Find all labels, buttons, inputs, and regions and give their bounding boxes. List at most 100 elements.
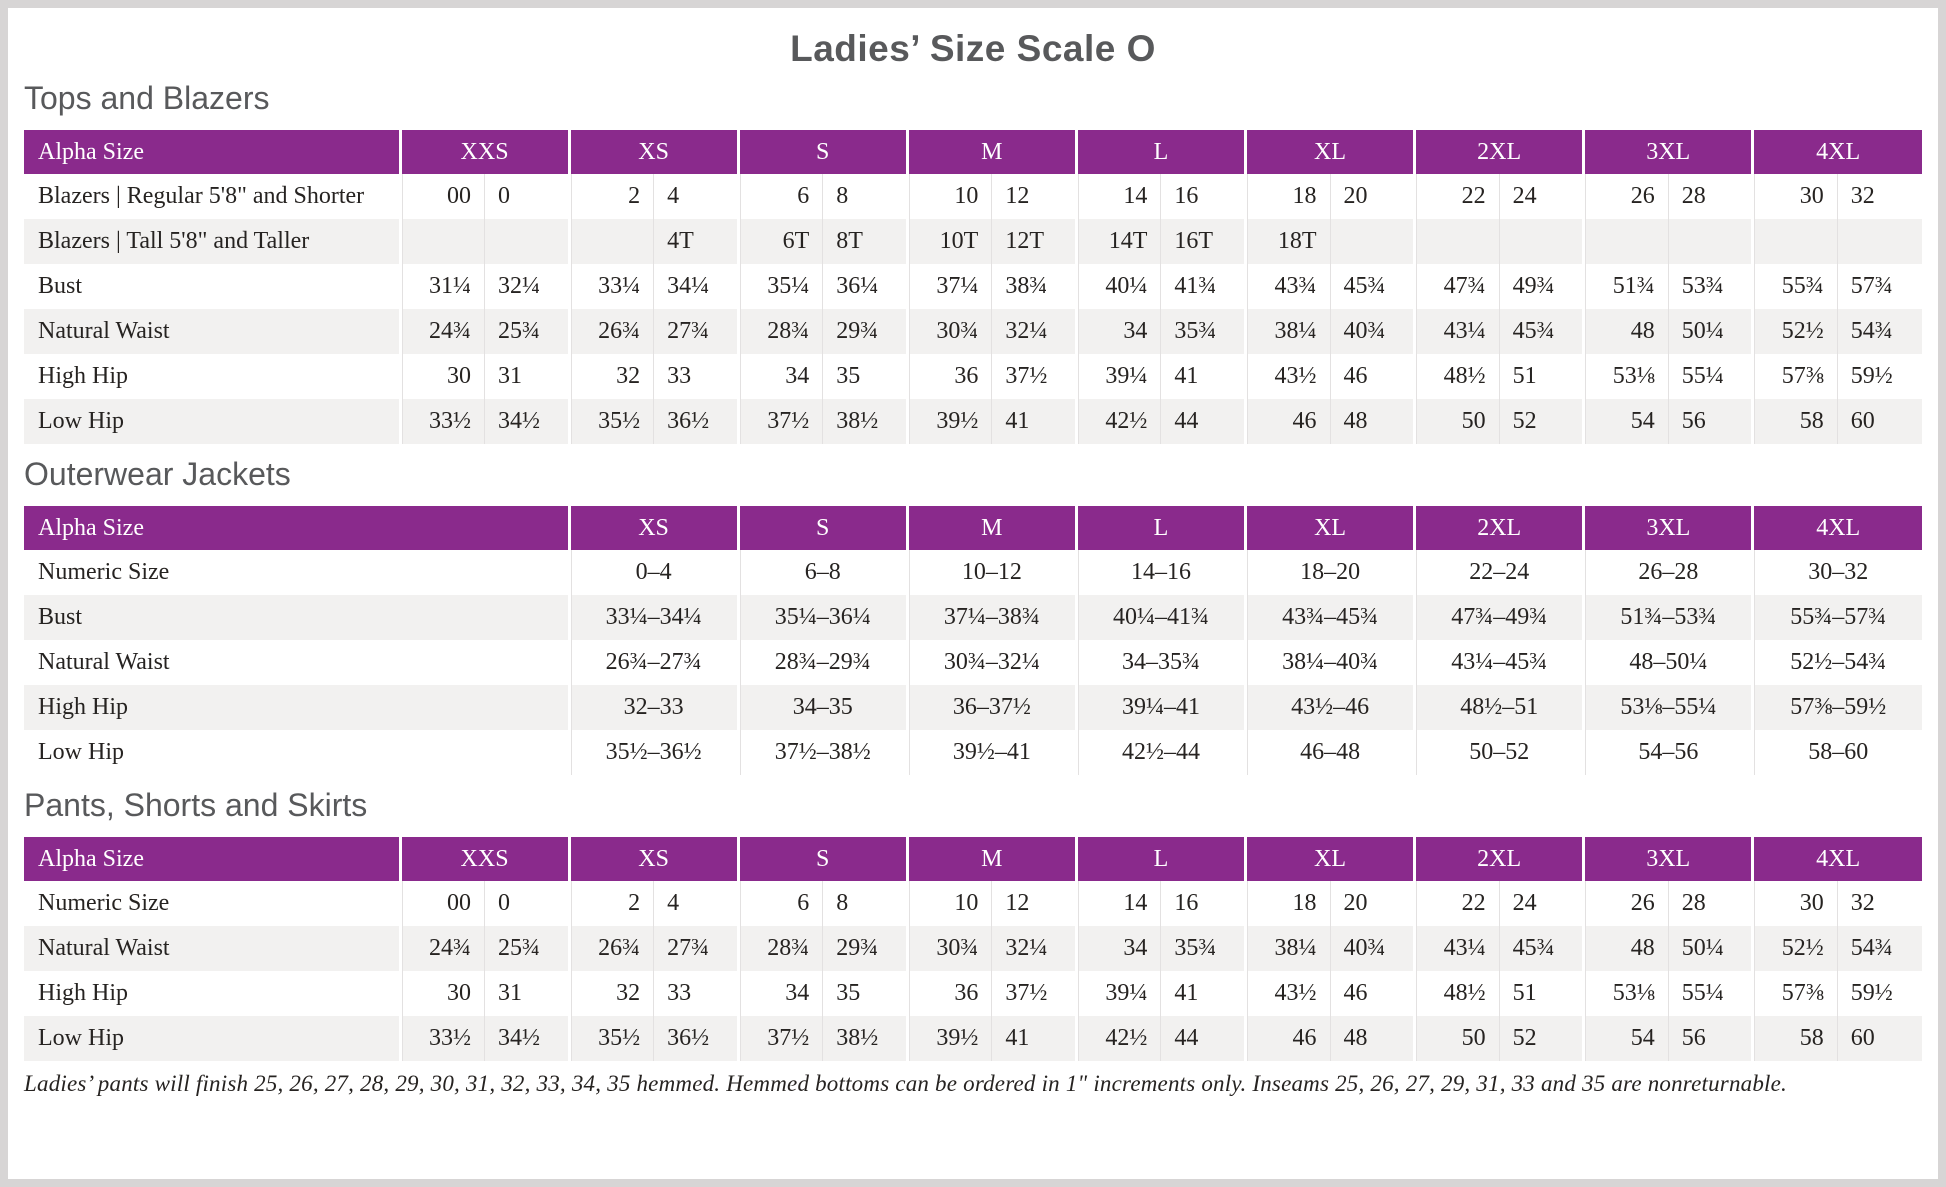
group-header-l: L bbox=[1074, 506, 1246, 550]
group-header-s: S bbox=[736, 130, 908, 174]
size-cell: 52 bbox=[1498, 399, 1584, 444]
size-cell: 58–60 bbox=[1751, 730, 1922, 775]
size-cell: 43½ bbox=[1243, 971, 1331, 1016]
size-cell: 36–37½ bbox=[905, 685, 1077, 730]
size-cell: 24 bbox=[1498, 881, 1584, 926]
size-cell: 24¾ bbox=[398, 926, 485, 971]
size-cell: 48½ bbox=[1413, 354, 1500, 399]
size-cell: 30–32 bbox=[1751, 550, 1922, 595]
size-cell: 34–35¾ bbox=[1074, 640, 1246, 685]
size-tables-container: Tops and Blazers Alpha Size XXS XS S M L XL 2XL 3… bbox=[24, 80, 1922, 1061]
size-cell: 14–16 bbox=[1074, 550, 1246, 595]
size-cell: 34¼ bbox=[653, 264, 739, 309]
size-cell: 33¼–34¼ bbox=[567, 595, 739, 640]
table-row: High Hip 30 31 32 33 34 35 36 37½ 39¼ 41 43½ 46 48½ 51… bbox=[24, 971, 1922, 1016]
size-cell: 53⅛ bbox=[1582, 354, 1669, 399]
size-cell: 39½–41 bbox=[905, 730, 1077, 775]
size-cell: 39¼ bbox=[1074, 971, 1161, 1016]
size-cell: 20 bbox=[1329, 881, 1415, 926]
size-cell: 20 bbox=[1329, 174, 1415, 219]
table-row: Natural Waist 24¾ 25¾ 26¾ 27¾ 28¾ 29¾ 30¾ 32¼ 34 3… bbox=[24, 309, 1922, 354]
size-cell: 59½ bbox=[1836, 971, 1922, 1016]
size-cell: 59½ bbox=[1836, 354, 1922, 399]
size-cell: 33½ bbox=[398, 1016, 485, 1061]
size-cell: 38¼ bbox=[1243, 309, 1331, 354]
size-cell: 55¼ bbox=[1667, 354, 1753, 399]
size-cell: 00 bbox=[398, 881, 485, 926]
size-cell: 22 bbox=[1413, 174, 1500, 219]
size-cell: 41 bbox=[1160, 971, 1246, 1016]
size-cell: 50 bbox=[1413, 399, 1500, 444]
size-cell: 18T bbox=[1243, 219, 1331, 264]
header-row: Alpha Size XXS XS S M L XL 2XL 3XL 4XL bbox=[24, 130, 1922, 174]
size-cell: 37½ bbox=[736, 1016, 823, 1061]
size-cell: 25¾ bbox=[484, 309, 570, 354]
size-cell: 58 bbox=[1751, 399, 1838, 444]
size-cell bbox=[1582, 219, 1669, 264]
size-cell: 34 bbox=[1074, 926, 1161, 971]
row-label: Numeric Size bbox=[38, 890, 170, 916]
size-cell: 55¼ bbox=[1667, 971, 1753, 1016]
size-cell: 44 bbox=[1160, 1016, 1246, 1061]
size-cell: 54¾ bbox=[1836, 926, 1922, 971]
size-cell: 48–50¼ bbox=[1582, 640, 1753, 685]
size-cell: 30 bbox=[1751, 881, 1838, 926]
size-cell: 48 bbox=[1329, 1016, 1415, 1061]
row-label: Numeric Size bbox=[38, 559, 170, 585]
size-cell: 26¾–27¾ bbox=[567, 640, 739, 685]
size-cell: 32 bbox=[1836, 881, 1922, 926]
size-cell: 6 bbox=[736, 174, 823, 219]
size-cell: 57⅜ bbox=[1751, 354, 1838, 399]
group-header-4xl: 4XL bbox=[1751, 130, 1922, 174]
size-cell: 27¾ bbox=[653, 926, 739, 971]
size-cell: 38½ bbox=[822, 1016, 908, 1061]
table-row: Low Hip 33½ 34½ 35½ 36½ 37½ 38½ 39½ 41 42½ 44 46 48 5… bbox=[24, 399, 1922, 444]
size-cell: 46 bbox=[1329, 971, 1415, 1016]
size-cell: 34 bbox=[736, 354, 823, 399]
size-cell: 45¾ bbox=[1329, 264, 1415, 309]
row-label: Blazers | Regular 5'8" and Shorter bbox=[38, 183, 365, 209]
size-cell: 4T bbox=[653, 219, 739, 264]
group-header-xl: XL bbox=[1243, 506, 1415, 550]
size-cell: 32¼ bbox=[991, 309, 1077, 354]
size-cell: 32¼ bbox=[484, 264, 570, 309]
size-cell: 30¾ bbox=[905, 309, 992, 354]
group-header-3xl: 3XL bbox=[1582, 837, 1753, 881]
size-cell: 33¼ bbox=[567, 264, 654, 309]
size-cell: 41¾ bbox=[1160, 264, 1246, 309]
size-cell: 33 bbox=[653, 354, 739, 399]
size-cell: 40¼ bbox=[1074, 264, 1161, 309]
table-row: Numeric Size 00 0 2 4 6 8 10 12 14 16 18 20 22 24 26 28 3… bbox=[24, 881, 1922, 926]
size-cell: 39¼–41 bbox=[1074, 685, 1246, 730]
size-cell: 34½ bbox=[484, 1016, 570, 1061]
size-cell: 26–28 bbox=[1582, 550, 1753, 595]
size-cell: 47¾ bbox=[1413, 264, 1500, 309]
table-row: Blazers | Regular 5'8" and Shorter 00 0 2 4 6… bbox=[24, 174, 1922, 219]
size-cell: 4 bbox=[653, 174, 739, 219]
row-label: Natural Waist bbox=[38, 935, 170, 961]
size-cell: 28 bbox=[1667, 174, 1753, 219]
size-cell: 58 bbox=[1751, 1016, 1838, 1061]
row-label: Natural Waist bbox=[38, 649, 170, 675]
size-cell: 6T bbox=[736, 219, 823, 264]
table-row: Natural Waist 24¾ 25¾ 26¾ 27¾ 28¾ 29¾ 30¾ 32¼ 34 3… bbox=[24, 926, 1922, 971]
size-cell: 28 bbox=[1667, 881, 1753, 926]
size-cell: 37¼–38¾ bbox=[905, 595, 1077, 640]
size-cell: 12T bbox=[991, 219, 1077, 264]
size-cell: 45¾ bbox=[1498, 926, 1584, 971]
size-cell: 26¾ bbox=[567, 926, 654, 971]
group-header-xl: XL bbox=[1243, 130, 1415, 174]
size-cell: 36½ bbox=[653, 399, 739, 444]
size-cell: 12 bbox=[991, 174, 1077, 219]
size-cell: 40¾ bbox=[1329, 926, 1415, 971]
size-cell: 46 bbox=[1329, 354, 1415, 399]
size-cell bbox=[484, 219, 570, 264]
group-header-xs: XS bbox=[567, 506, 739, 550]
size-cell: 34½ bbox=[484, 399, 570, 444]
size-cell: 36 bbox=[905, 354, 992, 399]
size-cell: 2 bbox=[567, 881, 654, 926]
size-cell: 30¾ bbox=[905, 926, 992, 971]
size-cell: 43¼–45¾ bbox=[1413, 640, 1584, 685]
table-row: Low Hip 35½–36½ 37½–38½ 39½–41 42½–44 46–48 50… bbox=[24, 730, 1922, 775]
